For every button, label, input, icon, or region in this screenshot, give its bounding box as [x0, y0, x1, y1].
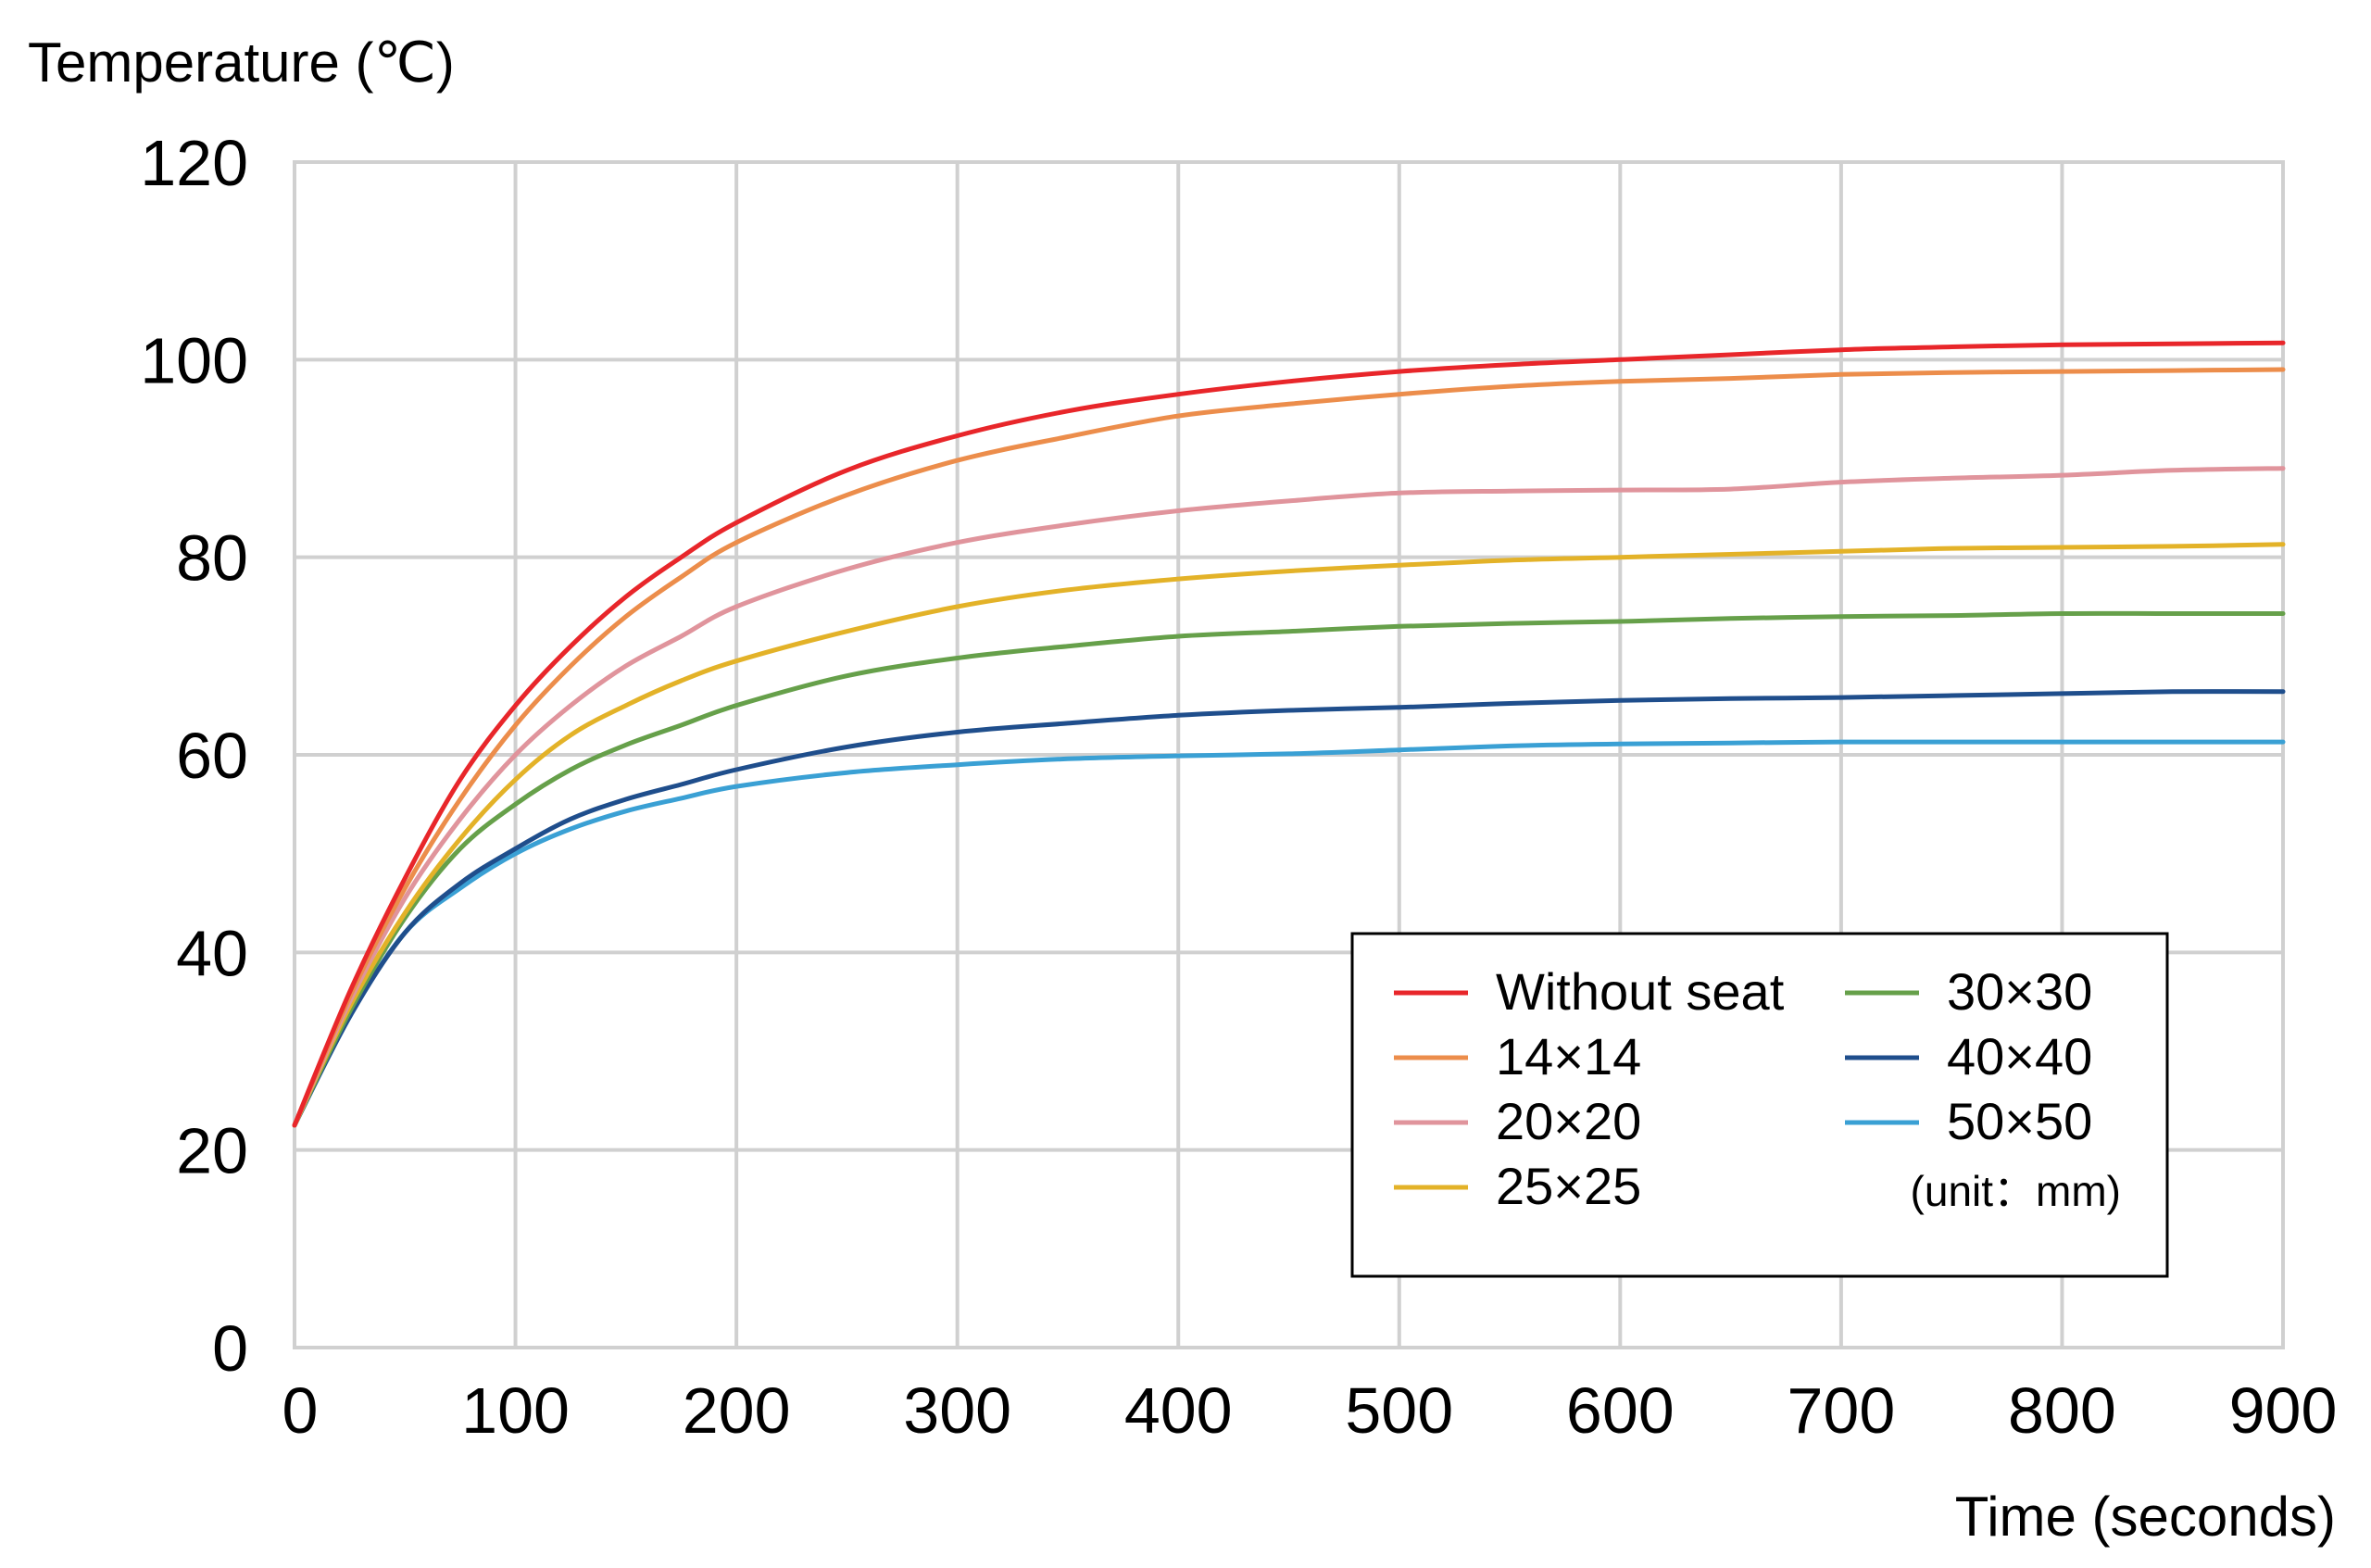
- x-tick-label: 200: [683, 1374, 791, 1447]
- legend-label: 20×20: [1496, 1092, 1641, 1150]
- axis-layer: 0 100 200 300 400 500 600 700 800 900 0 20 40 60 80 100…: [28, 31, 2337, 1548]
- x-tick-label: 100: [461, 1374, 570, 1447]
- legend-box: [1350, 932, 2169, 1278]
- legend: Without seat 14×14 20×20 25×25 30×30 40×40 50×…: [1350, 932, 2169, 1278]
- x-tick-label: 400: [1124, 1374, 1233, 1447]
- x-tick-label: 0: [282, 1374, 319, 1447]
- x-tick-label: 300: [903, 1374, 1011, 1447]
- x-axis-title: Time (seconds): [1955, 1486, 2336, 1548]
- y-tick-label: 80: [176, 522, 248, 595]
- legend-label: 25×25: [1496, 1157, 1641, 1215]
- x-tick-label: 600: [1566, 1374, 1675, 1447]
- series-line-40-40: [292, 689, 2286, 1128]
- series-line-without-seat: [292, 340, 2286, 1128]
- x-tick-label: 700: [1787, 1374, 1895, 1447]
- x-tick-label: 800: [2008, 1374, 2116, 1447]
- y-tick-label: 100: [140, 324, 248, 396]
- y-axis-title: Temperature (℃): [28, 31, 455, 94]
- series-layer: [292, 340, 2286, 1128]
- series-line-20-20: [292, 466, 2286, 1128]
- legend-label: 14×14: [1496, 1027, 1641, 1085]
- y-tick-label: 120: [140, 127, 248, 199]
- y-tick-label: 40: [176, 917, 248, 989]
- legend-label: 30×30: [1947, 962, 2092, 1021]
- y-tick-label: 0: [212, 1312, 248, 1385]
- x-tick-label: 900: [2229, 1374, 2338, 1447]
- series-line-14-14: [292, 367, 2286, 1128]
- series-line-50-50: [292, 739, 2286, 1128]
- x-tick-label: 500: [1345, 1374, 1453, 1447]
- legend-unit-note: (unit：mm): [1911, 1167, 2121, 1215]
- legend-label: 40×40: [1947, 1027, 2092, 1085]
- y-tick-label: 20: [176, 1115, 248, 1187]
- y-tick-label: 60: [176, 720, 248, 792]
- legend-label: Without seat: [1496, 962, 1785, 1021]
- series-line-25-25: [292, 542, 2286, 1128]
- series-line-30-30: [292, 610, 2286, 1128]
- legend-label: 50×50: [1947, 1092, 2092, 1150]
